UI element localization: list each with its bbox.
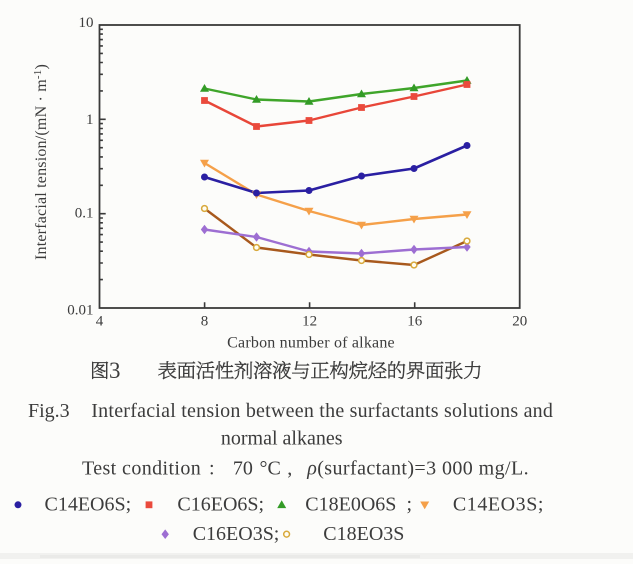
svg-text:20: 20: [512, 314, 527, 330]
svg-text:1: 1: [86, 112, 94, 128]
svg-text:normal alkanes: normal alkanes: [221, 427, 343, 449]
svg-text:4: 4: [96, 314, 104, 330]
svg-text:Carbon number of alkane: Carbon number of alkane: [227, 335, 395, 352]
svg-text:12: 12: [302, 314, 317, 330]
svg-text:3: 3: [109, 358, 121, 383]
svg-text:Fig.3: Fig.3: [28, 400, 70, 422]
svg-text:16: 16: [407, 314, 423, 330]
svg-text:C14EO6S;: C14EO6S;: [45, 493, 132, 515]
svg-text:C18E0O6S;: C18E0O6S;: [305, 493, 412, 515]
svg-text:8: 8: [201, 314, 209, 330]
svg-text:0.01: 0.01: [67, 302, 93, 318]
svg-text:Test condition:70°C,ρ(surfacta: Test condition:70 °C, ρ(surfactant)=3 000 …: [82, 458, 529, 480]
svg-text:0.1: 0.1: [75, 206, 94, 222]
svg-text:10: 10: [79, 15, 94, 31]
svg-text:Interfacial tension between th: Interfacial tension between the surfacta…: [91, 400, 553, 422]
svg-text:C16EO3S;: C16EO3S;: [193, 523, 280, 545]
svg-text:C16EO6S;: C16EO6S;: [177, 493, 264, 515]
svg-text:C14EO3S;: C14EO3S;: [453, 493, 544, 515]
svg-text:Interfacial tension/(mN · m-1): Interfacial tension/(mN · m-1): [32, 64, 50, 260]
svg-text:C18EO3S: C18EO3S: [323, 523, 404, 545]
